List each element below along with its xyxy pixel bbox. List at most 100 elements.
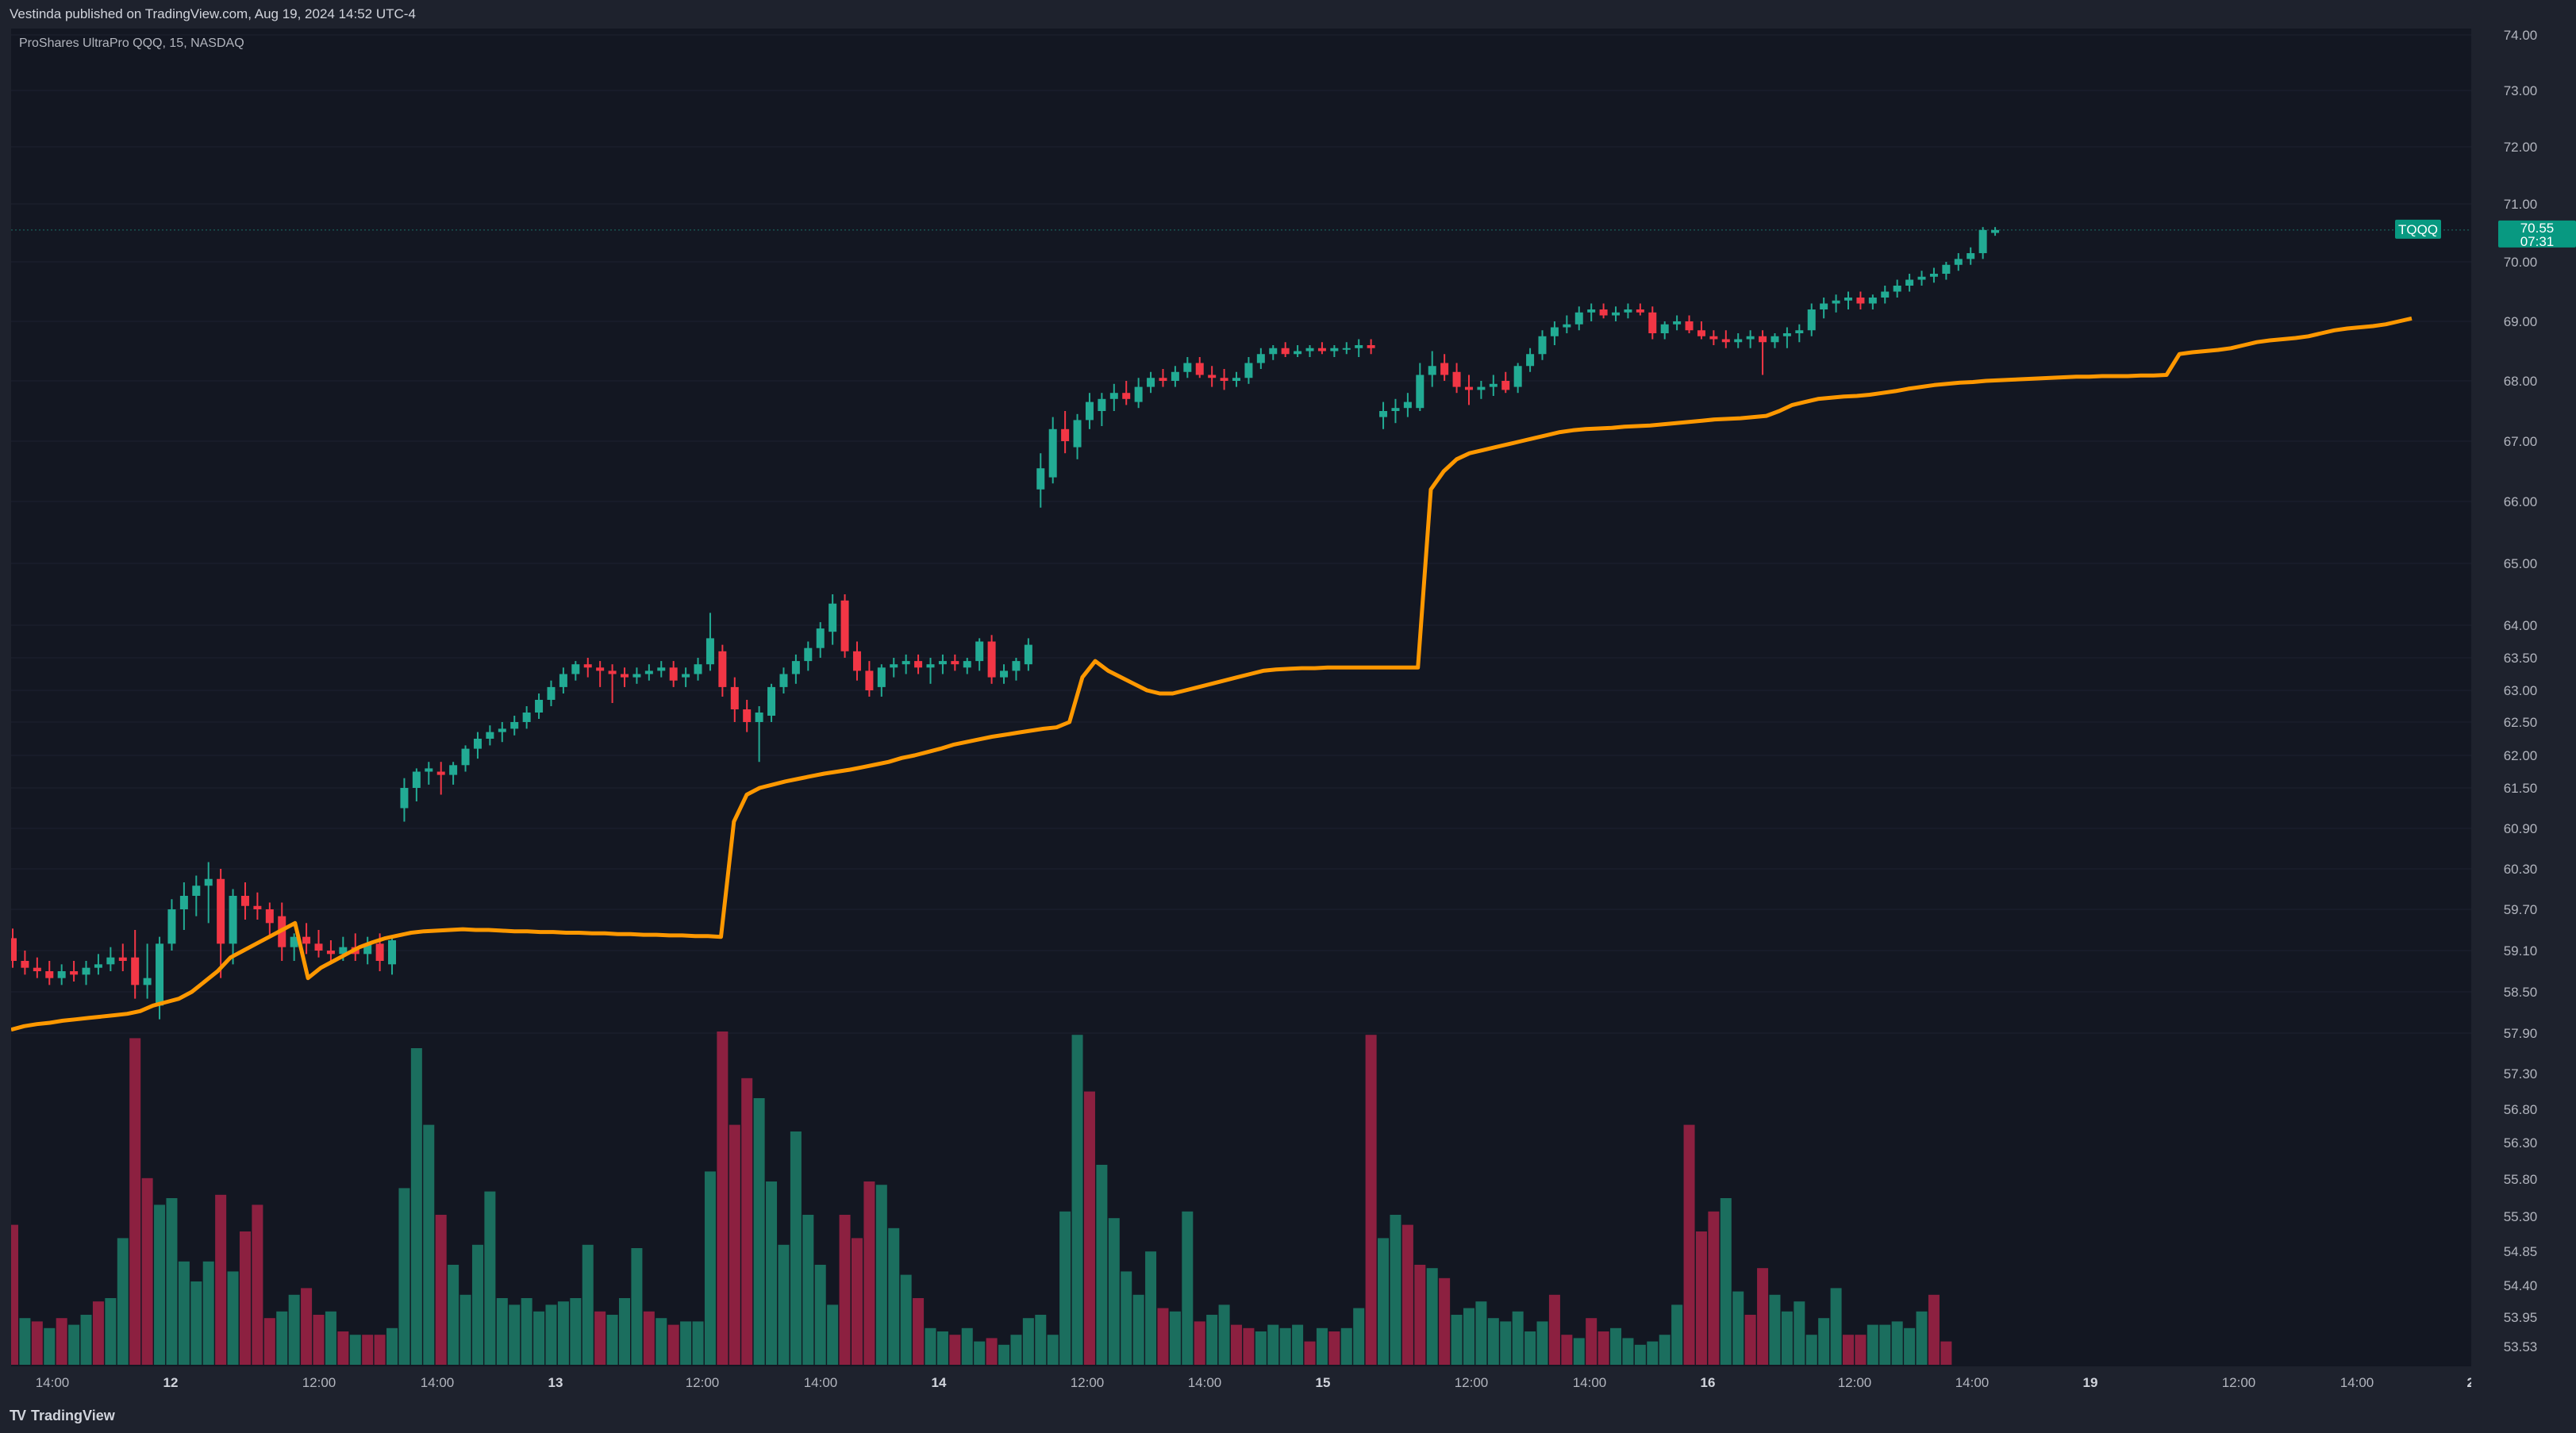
- candle-body: [106, 957, 115, 965]
- volume-bar: [509, 1304, 521, 1365]
- time-tick-label: 14:00: [1573, 1375, 1607, 1390]
- candle-body: [21, 961, 29, 968]
- volume-bar: [1292, 1324, 1304, 1365]
- price-tick-label: 59.10: [2504, 943, 2538, 959]
- volume-bar: [1708, 1211, 1720, 1365]
- candle-body: [339, 947, 348, 955]
- price-tick-label: 60.90: [2504, 821, 2538, 836]
- candle-body: [559, 674, 567, 687]
- candle-body: [94, 964, 102, 968]
- volume-bar: [1830, 1288, 1842, 1365]
- volume-bar: [717, 1032, 729, 1365]
- time-tick-label: 14:00: [1188, 1375, 1222, 1390]
- price-tick-label: 55.30: [2504, 1209, 2538, 1224]
- candle-body: [1893, 286, 1901, 292]
- price-tick-label: 54.40: [2504, 1278, 2538, 1293]
- volume-bar: [1732, 1291, 1744, 1365]
- volume-bar: [410, 1048, 422, 1365]
- volume-bar: [766, 1181, 778, 1365]
- volume-bar: [1794, 1301, 1805, 1365]
- price-tick-label: 56.30: [2504, 1135, 2538, 1151]
- price-tick-label: 53.53: [2504, 1339, 2538, 1354]
- chart-pane[interactable]: TQQQ: [11, 29, 2471, 1366]
- candle-body: [1477, 386, 1486, 390]
- volume-bar: [1940, 1341, 1952, 1365]
- time-tick-label: 19: [2083, 1375, 2098, 1390]
- volume-bar: [1757, 1268, 1769, 1365]
- candle-body: [1954, 259, 1963, 265]
- candle-body: [302, 936, 311, 944]
- candle-body: [82, 967, 90, 975]
- volume-bar: [1512, 1311, 1524, 1365]
- tradingview-logo[interactable]: TV TradingView: [10, 1408, 115, 1424]
- candle-body: [290, 936, 298, 947]
- candle-body: [1782, 333, 1791, 336]
- price-tick-label: 60.30: [2504, 862, 2538, 877]
- tradingview-brand-label: TradingView: [31, 1408, 115, 1423]
- candle-body: [890, 664, 898, 668]
- candle-body: [682, 674, 690, 678]
- volume-bar: [986, 1338, 998, 1365]
- volume-bar: [582, 1244, 594, 1365]
- price-tick-label: 67.00: [2504, 434, 2538, 449]
- candle-body: [1599, 309, 1608, 316]
- volume-bar: [362, 1335, 374, 1365]
- volume-bar: [1916, 1311, 1928, 1365]
- volume-bar: [1035, 1315, 1047, 1365]
- candle-body: [1294, 351, 1302, 355]
- volume-bar: [863, 1181, 875, 1365]
- volume-bar: [1182, 1211, 1194, 1365]
- volume-bar: [1634, 1344, 1646, 1365]
- volume-bar: [301, 1288, 313, 1365]
- time-tick-label: 12:00: [1071, 1375, 1105, 1390]
- candlestick-chart[interactable]: TQQQ: [11, 29, 2471, 1366]
- volume-bar: [741, 1078, 753, 1365]
- volume-bar: [1390, 1215, 1401, 1365]
- volume-bar: [11, 1224, 18, 1365]
- footer: TV TradingView: [0, 1398, 2576, 1433]
- candle-body: [621, 674, 629, 678]
- candle-body: [926, 664, 935, 668]
- volume-bar: [1206, 1315, 1218, 1365]
- volume-bar: [1879, 1324, 1891, 1365]
- volume-bar: [949, 1335, 961, 1365]
- candle-body: [1036, 468, 1045, 490]
- volume-bar: [325, 1311, 336, 1365]
- volume-bar: [276, 1311, 288, 1365]
- candle-body: [1134, 386, 1143, 402]
- candle-body: [1464, 386, 1473, 390]
- last-price-value: 70.55: [2520, 221, 2555, 236]
- volume-bar: [753, 1098, 765, 1365]
- time-axis[interactable]: 14:00 12 12:00 14:00 13 12:00 14:00 14 12:00 14:0…: [11, 1366, 2471, 1398]
- volume-bar: [1695, 1231, 1707, 1365]
- volume-bar: [1426, 1268, 1438, 1365]
- candle-body: [1048, 428, 1057, 478]
- volume-bar: [166, 1198, 178, 1365]
- candle-body: [156, 943, 164, 1006]
- price-tick-label: 62.00: [2504, 748, 2538, 763]
- candle-body: [363, 943, 372, 955]
- candle-body: [167, 909, 176, 944]
- price-tick-label: 63.50: [2504, 651, 2538, 666]
- candle-body: [11, 938, 17, 961]
- symbol-tag-label: TQQQ: [2398, 222, 2438, 237]
- volume-bar: [900, 1274, 912, 1365]
- price-axis[interactable]: 74.00 73.00 72.00 71.00 70.00 69.00 68.00 67.00…: [2471, 29, 2576, 1366]
- volume-bar: [1843, 1335, 1854, 1365]
- candle-body: [1269, 348, 1278, 355]
- candle-body: [1000, 670, 1009, 678]
- volume-bar: [1157, 1308, 1169, 1365]
- volume-bar: [337, 1331, 349, 1365]
- candle-body: [730, 686, 739, 709]
- candle-body: [1978, 229, 1987, 254]
- volume-bar: [349, 1335, 361, 1365]
- volume-bar: [105, 1298, 117, 1365]
- candle-body: [412, 771, 421, 788]
- volume-bar: [1524, 1331, 1536, 1365]
- candle-body: [1942, 264, 1951, 274]
- candle-body: [902, 661, 910, 665]
- candle-body: [657, 667, 666, 671]
- last-price-badge-bg: [2498, 220, 2576, 248]
- volume-bar: [1671, 1304, 1683, 1365]
- candle-body: [1905, 279, 1914, 286]
